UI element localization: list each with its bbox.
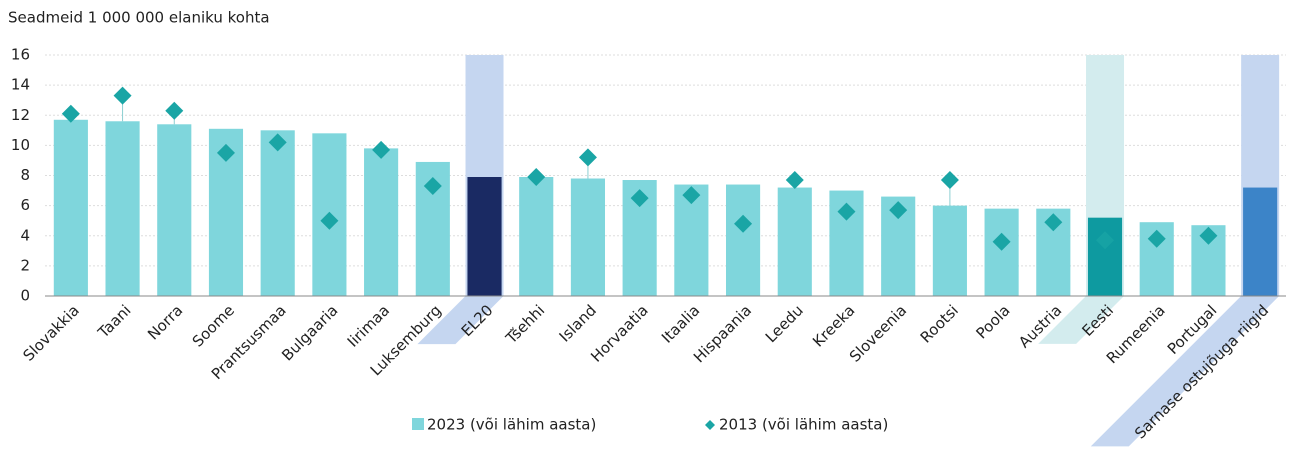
x-tick-label: Kreeka — [809, 301, 858, 350]
diamond — [1044, 213, 1063, 232]
y-tick-label: 12 — [11, 106, 30, 124]
diamond — [1096, 231, 1115, 250]
bar — [467, 177, 502, 296]
y-tick-label: 10 — [11, 136, 30, 154]
x-tick-label: Horvaatia — [587, 301, 651, 365]
y-tick-label: 0 — [20, 287, 30, 305]
diamond — [61, 104, 80, 123]
legend-swatch — [705, 420, 715, 430]
legend-label: 2023 (või lähim aasta) — [427, 416, 596, 434]
y-tick-label: 2 — [20, 256, 30, 274]
diamond — [423, 177, 442, 196]
diamond — [1147, 229, 1166, 248]
diamond — [734, 214, 753, 233]
bar — [725, 184, 761, 296]
diamond — [372, 140, 391, 159]
bar — [777, 187, 812, 296]
bar — [984, 208, 1019, 296]
y-tick-label: 16 — [11, 46, 30, 64]
highlight-band — [1038, 55, 1125, 344]
diamond — [527, 168, 546, 187]
bar — [570, 178, 606, 296]
highlight-band — [1090, 55, 1280, 447]
diamond — [113, 86, 132, 105]
x-tick-label: Iirimaa — [344, 301, 393, 350]
diamond — [216, 143, 235, 162]
diamond — [165, 101, 184, 120]
x-tick-label: Rootsi — [917, 301, 962, 346]
legend-label: 2013 (või lähim aasta) — [719, 416, 888, 434]
diamond — [268, 133, 287, 152]
legend-swatch — [412, 418, 424, 430]
y-tick-label: 4 — [20, 226, 30, 244]
bar — [364, 148, 399, 296]
axis-label: Seadmeid 1 000 000 elaniku kohta — [8, 9, 270, 27]
bar — [932, 205, 967, 296]
y-tick-label: 6 — [20, 196, 30, 214]
x-tick-label: Norra — [144, 301, 186, 343]
x-tick-label: Slovakkia — [19, 301, 82, 364]
bar — [1087, 217, 1123, 296]
bar — [53, 119, 88, 296]
diamond — [992, 232, 1011, 251]
diamond — [682, 186, 701, 205]
bar — [519, 177, 554, 296]
x-tick-label: Bulgaaria — [278, 301, 341, 364]
x-tick-label: Poola — [972, 301, 1013, 342]
x-tick-label: Itaalia — [658, 301, 703, 346]
y-tick-label: 14 — [11, 76, 30, 94]
bar — [105, 121, 140, 297]
x-tick-label: Sloveenia — [846, 301, 910, 365]
diamond — [630, 189, 649, 208]
diamond — [578, 148, 597, 167]
diamond — [889, 201, 908, 220]
diamond — [320, 211, 339, 230]
x-tick-label: Island — [556, 301, 600, 345]
bar — [157, 124, 192, 296]
x-tick-label: Leedu — [762, 301, 807, 346]
diamond — [940, 171, 959, 190]
diamond — [1199, 226, 1218, 245]
x-tick-label: Soome — [189, 301, 238, 350]
x-tick-label: Tšehhi — [502, 301, 549, 348]
x-tick-label: Taani — [94, 301, 135, 342]
bar — [260, 130, 295, 296]
bar — [1243, 187, 1278, 296]
y-tick-label: 8 — [20, 166, 30, 184]
diamond — [785, 171, 804, 190]
diamond — [837, 202, 856, 221]
